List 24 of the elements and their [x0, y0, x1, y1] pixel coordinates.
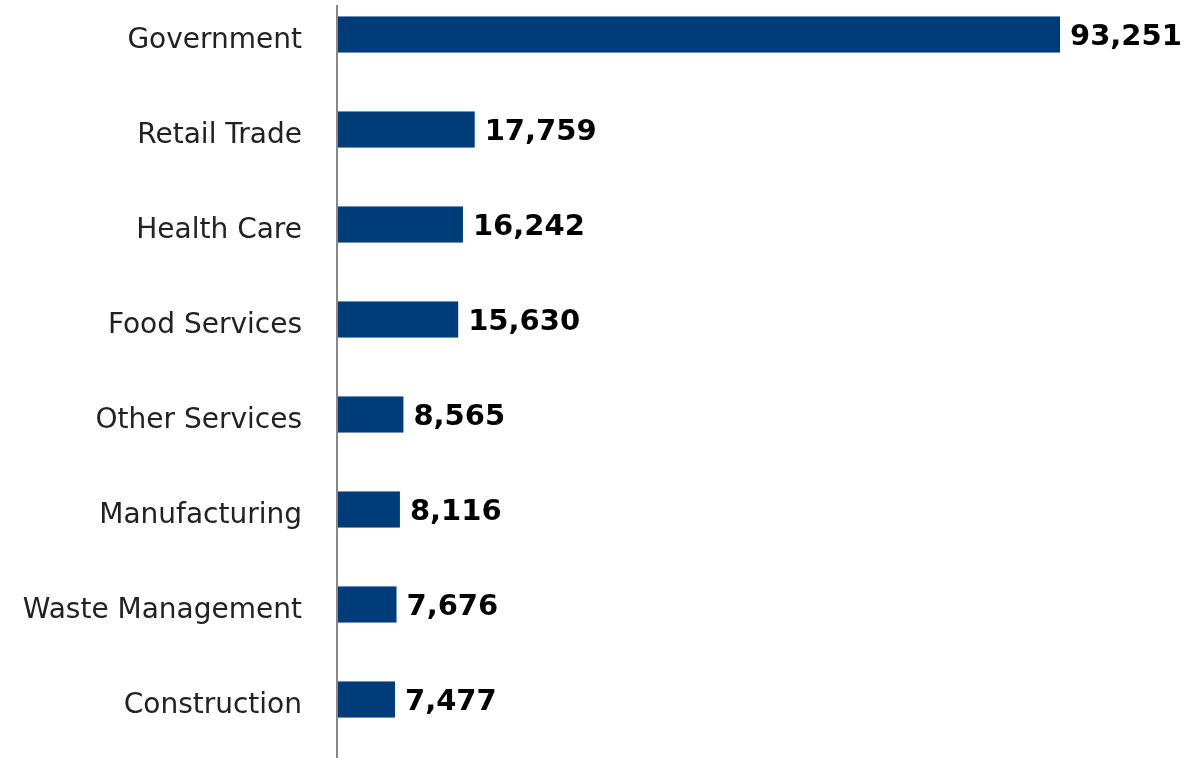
y-tick-label: Construction [123, 687, 302, 720]
bar [337, 681, 395, 718]
y-tick-label: Health Care [136, 212, 302, 245]
y-tick-label: Retail Trade [137, 117, 302, 150]
y-tick-label: Waste Management [22, 592, 303, 625]
y-tick-label: Food Services [107, 307, 302, 340]
data-label: 7,477 [404, 682, 497, 717]
bar [337, 396, 404, 433]
bar [337, 16, 1060, 53]
data-label: 17,759 [484, 112, 597, 147]
bar [337, 586, 397, 623]
y-tick-label: Other Services [95, 402, 302, 435]
data-label: 7,676 [406, 587, 499, 622]
data-label: 16,242 [472, 207, 585, 242]
data-label: 93,251 [1070, 17, 1182, 52]
data-label: 8,116 [409, 492, 502, 527]
bar [337, 111, 475, 148]
data-label: 8,565 [413, 397, 506, 432]
y-tick-label: Government [127, 22, 303, 55]
bar [337, 301, 459, 338]
bar [337, 491, 400, 528]
data-label: 15,630 [468, 302, 581, 337]
y-tick-label: Manufacturing [99, 497, 302, 530]
bar [337, 206, 463, 243]
